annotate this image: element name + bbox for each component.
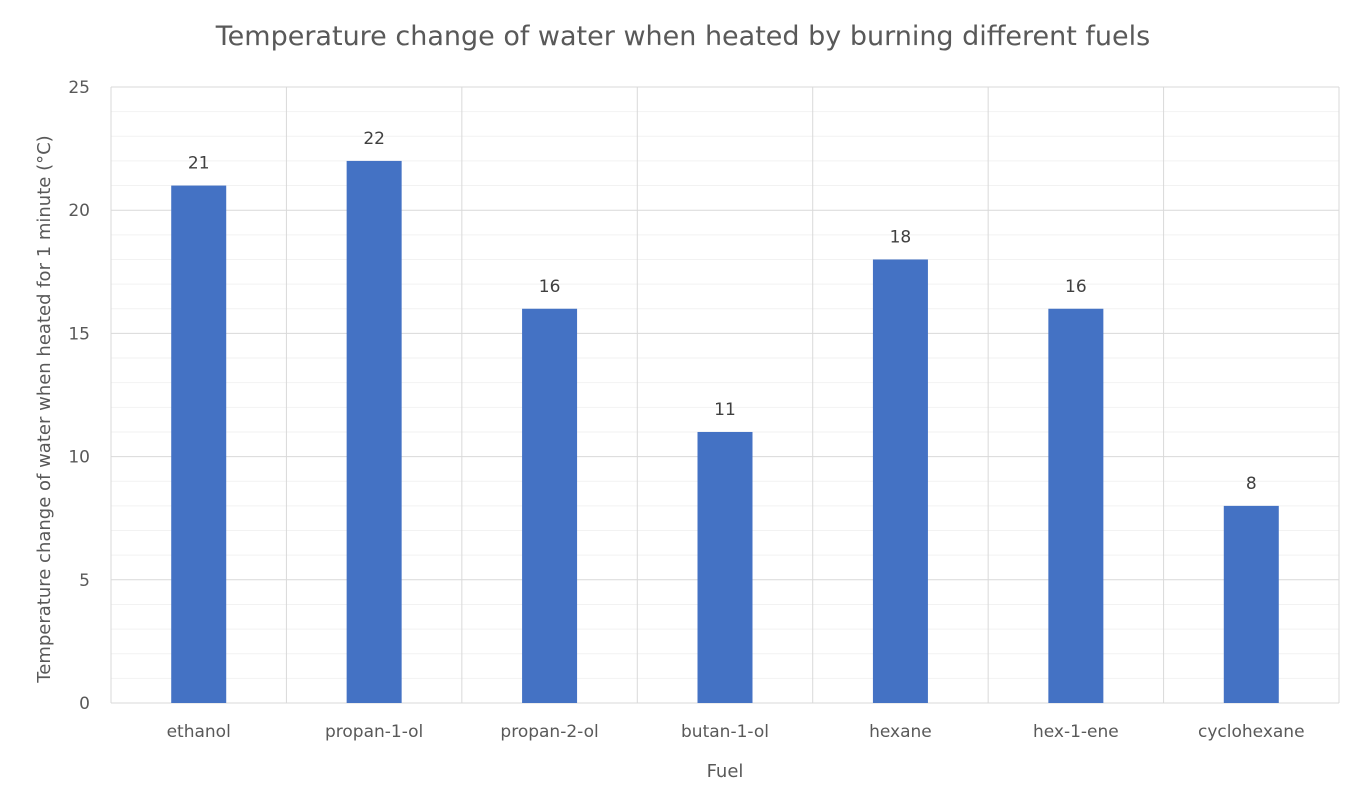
- y-tick-label: 0: [79, 694, 90, 714]
- chart-title: Temperature change of water when heated …: [215, 21, 1150, 52]
- bar-ethanol: [171, 185, 227, 703]
- y-tick-label: 10: [68, 448, 90, 468]
- bar-propan-2-ol: [522, 308, 578, 703]
- y-tick-label: 5: [79, 571, 90, 591]
- x-tick-label: propan-2-ol: [500, 722, 598, 742]
- y-tick-label: 15: [68, 324, 90, 344]
- x-tick-label: butan-1-ol: [681, 722, 769, 742]
- data-label: 11: [714, 400, 736, 420]
- x-tick-label: ethanol: [167, 722, 231, 742]
- grid: [110, 86, 1340, 704]
- bar-hex-1-ene: [1048, 308, 1104, 703]
- bar-cyclohexane: [1223, 505, 1279, 703]
- data-label: 22: [363, 129, 385, 149]
- data-label: 16: [539, 277, 561, 297]
- y-tick-label: 20: [68, 201, 90, 221]
- x-tick-label: hexane: [869, 722, 932, 742]
- data-label: 21: [188, 154, 210, 174]
- data-labels: 21 22 16 11 18 16 8: [188, 129, 1257, 494]
- data-label: 16: [1065, 277, 1087, 297]
- x-tick-label: propan-1-ol: [325, 722, 423, 742]
- data-label: 8: [1246, 474, 1257, 494]
- x-axis-title: Fuel: [707, 761, 744, 782]
- bar-hexane: [872, 259, 928, 703]
- y-axis-ticks: 0 5 10 15 20 25: [68, 78, 90, 714]
- x-tick-label: cyclohexane: [1198, 722, 1305, 742]
- bar-propan-1-ol: [346, 160, 402, 704]
- y-tick-label: 25: [68, 78, 90, 98]
- y-axis-title: Temperature change of water when heated …: [34, 135, 55, 683]
- bar-butan-1-ol: [697, 431, 753, 703]
- bars: [171, 160, 1279, 704]
- x-tick-label: hex-1-ene: [1033, 722, 1119, 742]
- data-label: 18: [890, 227, 912, 247]
- x-axis-ticks: ethanol propan-1-ol propan-2-ol butan-1-ol h…: [167, 722, 1305, 742]
